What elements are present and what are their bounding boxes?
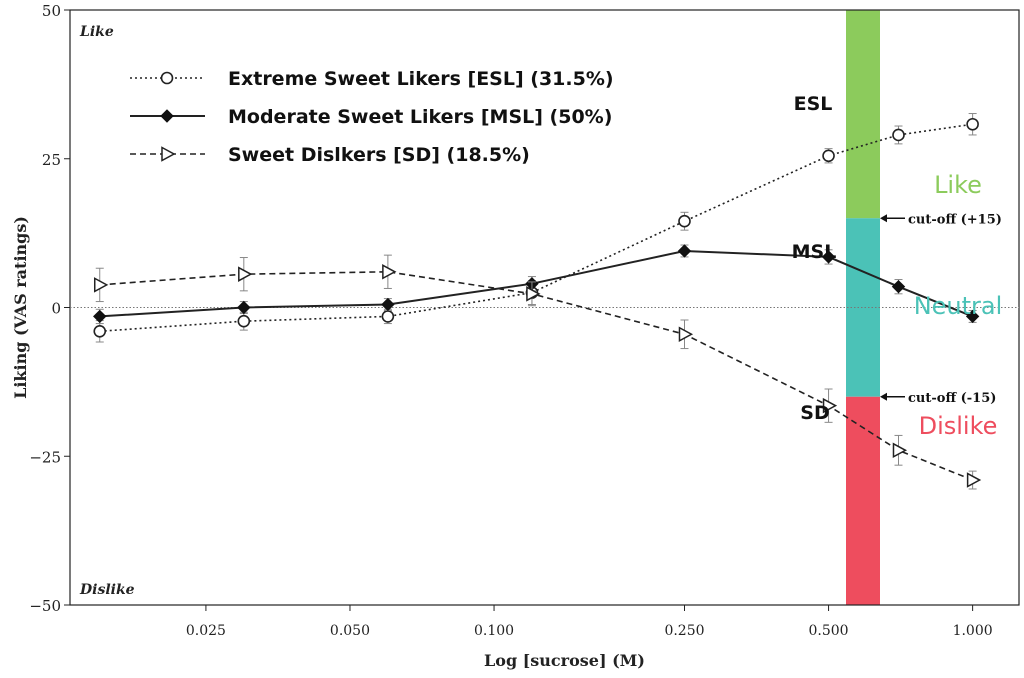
band-like	[846, 10, 880, 219]
data-point	[966, 472, 982, 488]
legend-label: Moderate Sweet Likers [MSL] (50%)	[228, 106, 612, 128]
series-sd	[93, 254, 982, 490]
data-point	[678, 214, 691, 228]
cutoff-arrow-head	[880, 392, 887, 401]
data-point	[93, 309, 107, 324]
legend: Extreme Sweet Likers [ESL] (31.5%) Modera…	[130, 68, 614, 166]
data-point	[891, 279, 906, 294]
cutoff-label: cut-off (-15)	[908, 391, 996, 406]
x-axis-title: Log [sucrose] (M)	[484, 651, 645, 670]
corner-label-like: Like	[79, 24, 114, 40]
y-tick-label: −25	[29, 448, 61, 466]
data-point	[966, 117, 979, 131]
y-tick-label: −50	[29, 597, 61, 615]
data-point	[93, 324, 107, 338]
y-tick-label: 0	[51, 300, 61, 318]
series-label-sd: SD	[800, 402, 829, 424]
legend-label: Sweet Dislkers [SD] (18.5%)	[228, 144, 530, 166]
data-point	[237, 314, 251, 328]
legend-marker	[160, 71, 174, 85]
data-point	[382, 264, 397, 280]
legend-marker	[160, 109, 174, 123]
data-point	[238, 266, 253, 282]
cutoff-arrow-head	[880, 214, 887, 223]
data-point	[892, 442, 908, 459]
x-tick-label: 0.500	[809, 623, 849, 639]
data-point	[677, 244, 692, 258]
data-point	[965, 309, 980, 324]
cutoff-label: cut-off (+15)	[908, 212, 1002, 227]
legend-marker	[161, 146, 176, 162]
band-label-dislike: Dislike	[919, 412, 998, 440]
data-point	[678, 326, 694, 343]
legend-label: Extreme Sweet Likers [ESL] (31.5%)	[228, 68, 614, 90]
data-point	[381, 297, 395, 312]
series-line-sd	[99, 270, 973, 481]
y-axis-title: Liking (VAS ratings)	[11, 216, 30, 399]
data-point	[822, 397, 838, 414]
data-point	[821, 250, 836, 264]
x-tick-label: 0.025	[186, 623, 226, 639]
band-dislike	[846, 396, 880, 605]
series-label-esl: ESL	[794, 93, 833, 115]
y-tick-label: 50	[42, 2, 61, 20]
band-label-like: Like	[934, 171, 982, 199]
band-label-neutral: Neutral	[914, 292, 1003, 320]
series-label-msl: MSL	[792, 241, 837, 263]
x-tick-label: 0.250	[664, 623, 704, 639]
data-point	[526, 286, 541, 302]
x-tick-label: 0.100	[474, 623, 514, 639]
data-point	[93, 277, 109, 293]
series-line-msl	[99, 249, 973, 318]
y-tick-label: 25	[42, 151, 61, 169]
data-point	[892, 128, 905, 142]
data-point	[822, 149, 835, 163]
x-tick-label: 0.050	[330, 623, 370, 639]
data-point	[237, 300, 251, 315]
series-esl	[93, 113, 979, 343]
x-tick-label: 1.000	[953, 623, 993, 639]
series-msl	[93, 244, 980, 325]
data-point	[381, 310, 395, 323]
corner-label-dislike: Dislike	[79, 582, 135, 598]
